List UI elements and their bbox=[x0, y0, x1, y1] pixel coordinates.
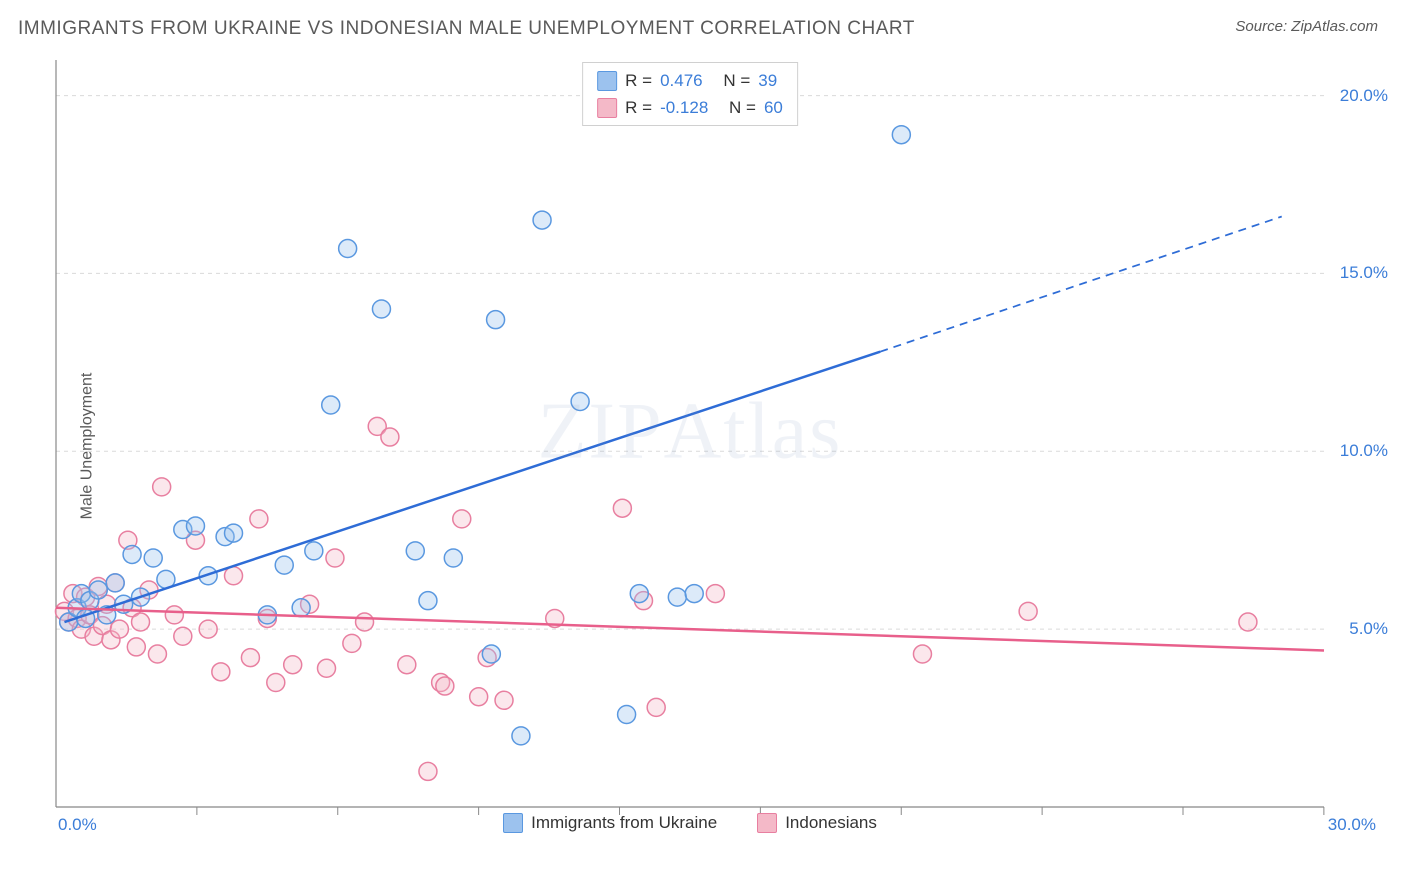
swatch-ukraine-icon bbox=[503, 813, 523, 833]
chart-title: IMMIGRANTS FROM UKRAINE VS INDONESIAN MA… bbox=[18, 18, 915, 40]
n-value-indonesians: 60 bbox=[764, 94, 783, 121]
n-label: N = bbox=[723, 67, 750, 94]
header: IMMIGRANTS FROM UKRAINE VS INDONESIAN MA… bbox=[0, 0, 1406, 40]
source-prefix: Source: bbox=[1235, 18, 1291, 35]
n-label: N = bbox=[729, 94, 756, 121]
series-legend: Immigrants from Ukraine Indonesians bbox=[54, 813, 1326, 833]
y-tick-label: 5.0% bbox=[1349, 619, 1388, 639]
legend-item-ukraine: Immigrants from Ukraine bbox=[503, 813, 717, 833]
r-value-indonesians: -0.128 bbox=[660, 94, 708, 121]
r-label: R = bbox=[625, 67, 652, 94]
legend-row-ukraine: R = 0.476 N = 39 bbox=[597, 67, 783, 94]
swatch-indonesians-icon bbox=[757, 813, 777, 833]
source-link[interactable]: ZipAtlas.com bbox=[1291, 18, 1378, 35]
n-value-ukraine: 39 bbox=[758, 67, 777, 94]
correlation-legend: R = 0.476 N = 39 R = -0.128 N = 60 bbox=[582, 62, 798, 126]
chart-area: ZIPAtlas R = 0.476 N = 39 R = -0.128 N =… bbox=[54, 58, 1326, 837]
r-label: R = bbox=[625, 94, 652, 121]
r-value-ukraine: 0.476 bbox=[660, 67, 703, 94]
legend-item-indonesians: Indonesians bbox=[757, 813, 877, 833]
x-axis-end: 30.0% bbox=[1328, 815, 1376, 835]
source-attribution: Source: ZipAtlas.com bbox=[1235, 18, 1378, 35]
legend-row-indonesians: R = -0.128 N = 60 bbox=[597, 94, 783, 121]
y-tick-label: 10.0% bbox=[1340, 441, 1388, 461]
swatch-indonesians bbox=[597, 98, 617, 118]
scatter-plot bbox=[54, 58, 1326, 837]
legend-label-ukraine: Immigrants from Ukraine bbox=[531, 813, 717, 833]
legend-label-indonesians: Indonesians bbox=[785, 813, 877, 833]
swatch-ukraine bbox=[597, 71, 617, 91]
y-tick-label: 15.0% bbox=[1340, 263, 1388, 283]
y-tick-label: 20.0% bbox=[1340, 86, 1388, 106]
